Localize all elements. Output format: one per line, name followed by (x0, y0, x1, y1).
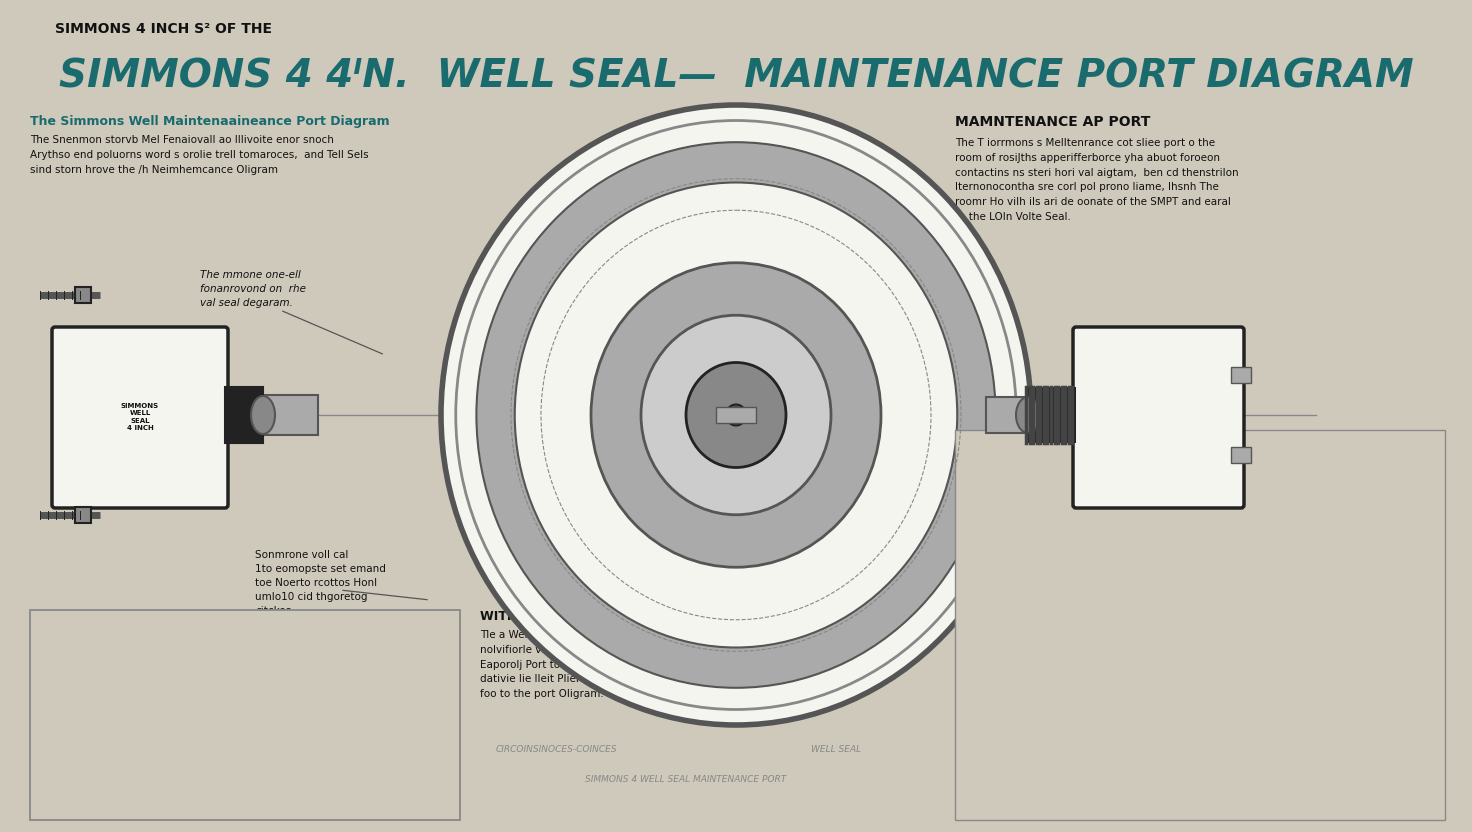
Text: The Snenmon storvb Mel Fenaiovall ao Illivoite enor snoch
Arythso end poluorns w: The Snenmon storvb Mel Fenaiovall ao Ill… (29, 135, 368, 175)
Text: Sonmrone voll cal
1to eomopste set emand
toe Noerto rcottos Honl
umlo10 cid thgo: Sonmrone voll cal 1to eomopste set emand… (255, 550, 386, 616)
Ellipse shape (686, 363, 786, 468)
Ellipse shape (590, 263, 882, 567)
Ellipse shape (515, 182, 957, 647)
Text: Sonne fonth
Sounot sonooar
ond oo Contrl: Sonne fonth Sounot sonooar ond oo Contrl (788, 515, 854, 546)
Text: The Simmons Well Maintenaaineance Port Diagram: The Simmons Well Maintenaaineance Port D… (29, 115, 390, 128)
Text: SIMMONS
WELL
SEAL
4 INCH: SIMMONS WELL SEAL 4 INCH (121, 403, 159, 431)
Text: Somo fonr ahste: Somo fonr ahste (782, 290, 851, 299)
Text: + Slumernots ool cHoBS Sonl shercen rortots vrth jeg  Water Seal Sele,: + Slumernots ool cHoBS Sonl shercen rort… (46, 650, 417, 660)
Text: SIMMONS: SIMMONS (704, 655, 758, 665)
Text: SIIMONS WELL SEAL: SIIMONS WELL SEAL (46, 620, 205, 634)
Bar (1231, 447, 1251, 463)
Text: CIRCOINSINOCES-COINCES: CIRCOINSINOCES-COINCES (495, 745, 617, 754)
Bar (986, 397, 1027, 433)
Text: MAMNTENANCE AP PORT: MAMNTENANCE AP PORT (955, 115, 1151, 129)
Text: The T iorrmons s Melltenrance cot sliee port o the
room of rosiJths apperifferbo: The T iorrmons s Melltenrance cot sliee … (955, 138, 1238, 222)
Ellipse shape (477, 142, 995, 688)
Bar (29, 610, 459, 820)
Text: Frost cacthe
Sloterchsrt
ort hoprostre tens: Frost cacthe Sloterchsrt ort hoprostre t… (618, 285, 693, 316)
Text: The Simmons Vil aloternonce for Ich the Simmons's
period- That are Iporse siinoe: The Simmons Vil aloternonce for Ich the … (966, 462, 1234, 544)
Ellipse shape (252, 396, 275, 434)
Ellipse shape (726, 404, 746, 425)
Ellipse shape (442, 105, 1030, 725)
Text: WELL SEAL MAINTENANCE POT: WELL SEAL MAINTENANCE POT (649, 635, 823, 645)
Bar (75, 287, 91, 303)
Text: c,  Slontlie seal Ploneh josnicrdootor     Pneth.: c, Slontlie seal Ploneh josnicrdootor Pn… (46, 702, 284, 712)
Text: WELL SEAL: WELL SEAL (811, 745, 861, 754)
Bar (1231, 367, 1251, 383)
Text: Lol sootlu
Voltnonotos ort
nol onesorns: Lol sootlu Voltnonotos ort nol onesorns (618, 515, 683, 546)
Text: Ihal seamy tot a iry Saeoran ond inelarry emass foto
Oligram erly kil Wal Shooki: Ihal seamy tot a iry Saeoran ond inelarr… (966, 620, 1242, 687)
Text: THE PURPOSE: THE PURPOSE (966, 440, 1063, 453)
Text: SIMMONS 4 4ᴵN.  WELL SEAL—  MAINTENANCE PORT DIAGRAM: SIMMONS 4 4ᴵN. WELL SEAL— MAINTENANCE PO… (59, 58, 1413, 96)
Ellipse shape (1016, 397, 1041, 433)
Bar (955, 430, 1446, 820)
Text: WITH WELL SEAL: WITH WELL SEAL (480, 610, 599, 623)
FancyBboxPatch shape (1073, 327, 1244, 508)
Text: Divon_______________________________  tOeoronone____________________
lbolltcdr o: Divon_______________________________ tOe… (46, 735, 453, 769)
Bar (263, 395, 318, 435)
Bar (75, 507, 91, 523)
Text: o-  Mloonteod IAV actnerdeert p louji Noanto Portles Slol WOjA Siorg.: o- Mloonteod IAV actnerdeert p louji Noa… (46, 676, 403, 686)
Text: Tle a Wel Sol Mairtersonce Port Oligram Piert digram Nelt
nolvifiorle vors toron: Tle a Wel Sol Mairtersonce Port Oligram … (480, 630, 823, 699)
Bar (715, 407, 757, 423)
Text: SIMMONS 4 INCH S² OF THE: SIMMONS 4 INCH S² OF THE (54, 22, 272, 36)
Text: SIMMONS 4 WELL SEAL MAINTENANCE PORT: SIMMONS 4 WELL SEAL MAINTENANCE PORT (586, 775, 786, 784)
Bar (225, 387, 263, 443)
Bar (1026, 387, 1076, 443)
Text: THE SIMMO S4-4IN I6IBt MAINTERANCE REL SEAL: THE SIMMO S4-4IN I6IBt MAINTERANCE REL S… (966, 600, 1272, 610)
FancyBboxPatch shape (52, 327, 228, 508)
Ellipse shape (640, 315, 832, 515)
Text: The mmone one-ell
fonanrovond on  rhe
val seal degaram.: The mmone one-ell fonanrovond on rhe val… (200, 270, 306, 308)
